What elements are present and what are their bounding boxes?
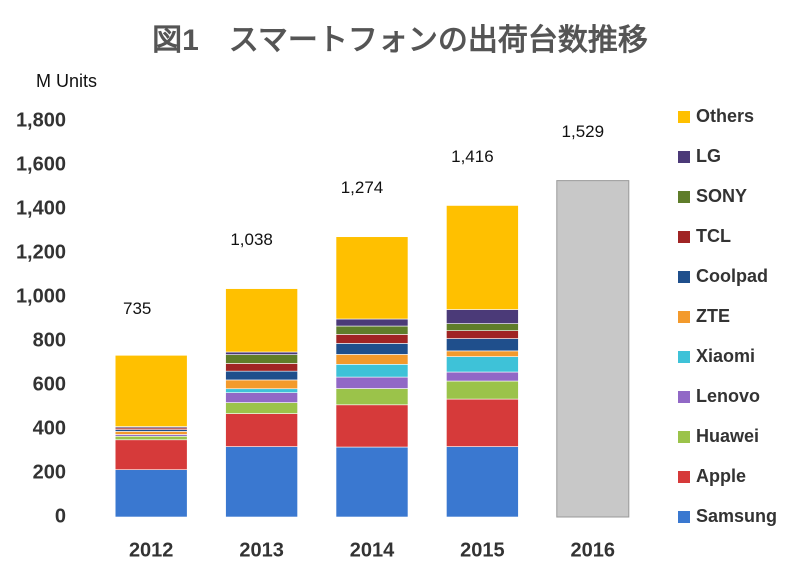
bar-segment xyxy=(446,371,519,382)
legend-label: SONY xyxy=(696,186,747,206)
bar-segment xyxy=(225,354,298,364)
bar-segment xyxy=(446,380,519,400)
bar-segment xyxy=(114,439,188,470)
legend-swatch xyxy=(678,191,690,203)
legend-swatch xyxy=(678,471,690,483)
y-tick-label: 800 xyxy=(33,329,66,351)
total-label: 1,038 xyxy=(230,230,273,249)
legend-swatch xyxy=(678,151,690,163)
bar-segment xyxy=(446,205,519,310)
legend-swatch xyxy=(678,111,690,123)
bar-segment xyxy=(335,404,409,448)
bar-segment xyxy=(446,446,519,518)
y-tick-label: 1,000 xyxy=(16,285,66,307)
bar-segment xyxy=(446,323,519,331)
y-tick-label: 0 xyxy=(55,505,66,527)
legend-swatch xyxy=(678,311,690,323)
chart-title: 図1 スマートフォンの出荷台数推移 xyxy=(152,23,648,57)
bar-segment xyxy=(335,343,409,355)
x-tick-label: 2016 xyxy=(571,539,616,561)
legend-swatch xyxy=(678,351,690,363)
bar-segment xyxy=(225,402,298,414)
legend-label: Huawei xyxy=(696,426,759,446)
bar-segment xyxy=(225,413,298,447)
bar-segment xyxy=(446,350,519,357)
legend-label: Others xyxy=(696,106,754,126)
bar-segment xyxy=(225,370,298,381)
x-tick-label: 2012 xyxy=(129,539,174,561)
bar-segment xyxy=(335,318,409,327)
legend-swatch xyxy=(678,231,690,243)
bar-segment xyxy=(446,338,519,352)
y-tick-label: 1,400 xyxy=(16,197,66,219)
legend-label: ZTE xyxy=(696,306,730,326)
bar-segment xyxy=(446,398,519,447)
bar-segment xyxy=(225,288,298,353)
bar-segment xyxy=(335,376,409,389)
legend-swatch xyxy=(678,271,690,283)
y-tick-label: 1,200 xyxy=(16,241,66,263)
bar-segment xyxy=(225,363,298,372)
bar-segment xyxy=(225,446,298,518)
legend-swatch xyxy=(678,511,690,523)
y-axis-label: M Units xyxy=(36,71,97,91)
bar-segment xyxy=(335,354,409,365)
y-tick-label: 1,600 xyxy=(16,153,66,175)
bar-segment xyxy=(446,330,519,339)
bar-segment xyxy=(335,388,409,406)
legend-label: TCL xyxy=(696,226,731,246)
x-tick-label: 2013 xyxy=(239,539,284,561)
bar-segment xyxy=(446,356,519,373)
bar-segment xyxy=(225,379,298,390)
legend-swatch xyxy=(678,431,690,443)
bar-segment xyxy=(114,435,188,441)
bar-segment xyxy=(225,351,298,355)
total-bar xyxy=(556,180,630,518)
total-label: 1,529 xyxy=(562,122,605,141)
bar-segment xyxy=(335,364,409,378)
y-tick-label: 1,800 xyxy=(16,109,66,131)
bar-segment xyxy=(335,334,409,344)
bar-segment xyxy=(225,388,298,393)
x-tick-label: 2014 xyxy=(350,539,395,561)
x-tick-label: 2015 xyxy=(460,539,505,561)
bar-segment xyxy=(335,446,409,518)
legend-label: Samsung xyxy=(696,506,777,526)
total-label: 735 xyxy=(123,299,151,318)
bar-segment xyxy=(114,469,188,518)
legend-swatch xyxy=(678,391,690,403)
legend-label: Lenovo xyxy=(696,386,760,406)
legend-label: LG xyxy=(696,146,721,166)
legend-label: Xiaomi xyxy=(696,346,755,366)
legend-label: Coolpad xyxy=(696,266,768,286)
y-tick-label: 400 xyxy=(33,417,66,439)
bar-segment xyxy=(446,309,519,324)
y-tick-label: 600 xyxy=(33,373,66,395)
legend-label: Apple xyxy=(696,466,746,486)
bar-segment xyxy=(225,392,298,403)
bar-segment xyxy=(114,354,188,427)
y-tick-label: 200 xyxy=(33,461,66,483)
bar-segment xyxy=(114,431,188,435)
bar-segment xyxy=(335,236,409,320)
total-label: 1,416 xyxy=(451,147,494,166)
total-label: 1,274 xyxy=(341,178,384,197)
bar-segment xyxy=(335,325,409,335)
